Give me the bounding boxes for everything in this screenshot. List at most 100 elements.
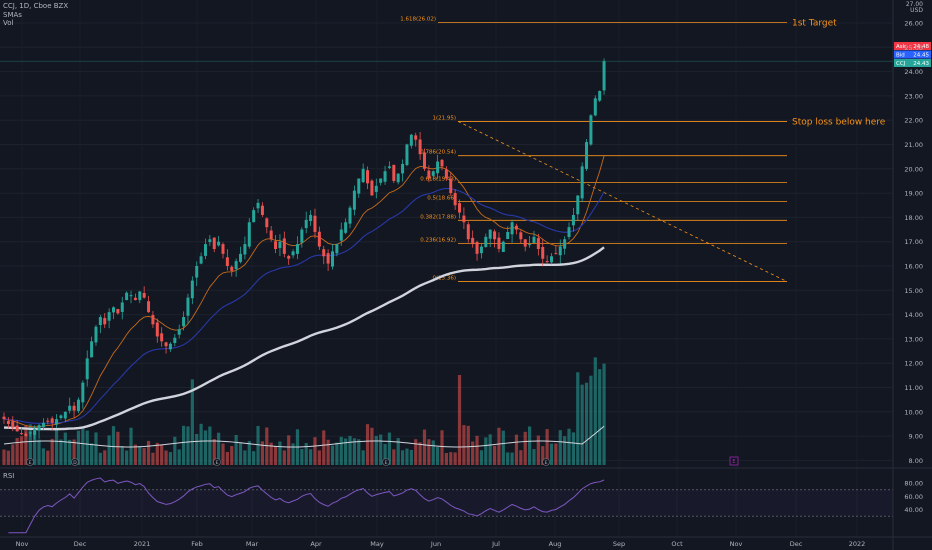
candle-body bbox=[282, 238, 286, 254]
y-tick-label: 26.00 bbox=[904, 20, 923, 28]
price-badge-tag: CCJ bbox=[896, 61, 906, 67]
volume-bar bbox=[326, 439, 330, 465]
volume-bars bbox=[2, 357, 606, 465]
x-tick-label: Jun bbox=[430, 540, 441, 548]
event-marker[interactable] bbox=[213, 458, 221, 466]
candle-body bbox=[217, 241, 221, 246]
volume-bar bbox=[260, 441, 265, 465]
candle-body bbox=[309, 214, 313, 222]
candle-body bbox=[514, 225, 518, 230]
event-marker[interactable] bbox=[382, 458, 390, 466]
candle-body bbox=[234, 261, 238, 270]
volume-bar bbox=[357, 439, 361, 465]
volume-bar bbox=[370, 427, 374, 465]
volume-bar bbox=[63, 432, 67, 465]
candle-body bbox=[532, 236, 536, 243]
candle-body bbox=[68, 405, 72, 411]
vol-legend[interactable]: Vol bbox=[3, 19, 14, 27]
volume-bar bbox=[317, 450, 321, 465]
volume-bar bbox=[457, 375, 462, 465]
trendline bbox=[457, 121, 788, 282]
volume-bar bbox=[567, 428, 571, 465]
volume-bar bbox=[273, 446, 278, 465]
candle-body bbox=[501, 241, 505, 252]
volume-bar bbox=[374, 435, 378, 465]
candle-body bbox=[90, 341, 94, 358]
volume-bar bbox=[15, 438, 19, 465]
volume-bar bbox=[549, 443, 554, 465]
volume-bar bbox=[11, 444, 15, 465]
fib-label: 1.618(26.02) bbox=[400, 17, 436, 23]
volume-bar bbox=[466, 425, 470, 465]
candle-body bbox=[304, 219, 308, 229]
y-tick-label: 10.00 bbox=[904, 408, 923, 416]
candle-body bbox=[225, 257, 229, 266]
volume-bar bbox=[352, 438, 356, 465]
event-marker[interactable] bbox=[71, 458, 79, 466]
sma-legend[interactable]: SMAs bbox=[3, 10, 22, 19]
volume-bar bbox=[269, 442, 273, 465]
volume-bar bbox=[514, 434, 519, 465]
volume-bar bbox=[558, 430, 562, 465]
candle-body bbox=[125, 292, 129, 301]
candle-body bbox=[55, 419, 59, 425]
candle-body bbox=[203, 244, 207, 256]
volume-bar bbox=[436, 446, 440, 465]
candle-body bbox=[151, 315, 155, 325]
volume-bar bbox=[138, 446, 142, 465]
volume-bar bbox=[313, 437, 317, 465]
candle-body bbox=[344, 222, 348, 233]
candle-body bbox=[519, 232, 523, 240]
candle-body bbox=[107, 312, 111, 321]
volume-bar bbox=[431, 440, 435, 465]
volume-bar bbox=[479, 450, 484, 465]
volume-bar bbox=[471, 441, 475, 465]
volume-bar bbox=[243, 450, 247, 465]
volume-bar bbox=[339, 436, 343, 465]
future-event-marker[interactable] bbox=[729, 456, 739, 466]
y-tick-label: 19.00 bbox=[904, 190, 923, 198]
event-marker-label: E bbox=[216, 460, 219, 466]
candle-body bbox=[291, 251, 295, 256]
candle-body bbox=[317, 231, 321, 247]
rsi-legend[interactable]: RSI bbox=[3, 472, 15, 480]
volume-bar bbox=[234, 435, 238, 465]
symbol-line[interactable]: CCJ, 1D, Cboe BZX bbox=[3, 2, 69, 10]
y-tick-label: 8.00 bbox=[909, 457, 923, 465]
candle-body bbox=[269, 230, 273, 240]
volume-bar bbox=[68, 439, 72, 465]
volume-bar bbox=[510, 452, 514, 465]
event-marker[interactable] bbox=[542, 458, 550, 466]
candle-body bbox=[427, 170, 431, 179]
x-tick-label: 2021 bbox=[134, 540, 151, 548]
candle-body bbox=[313, 215, 317, 232]
volume-bar bbox=[142, 448, 146, 465]
candle-body bbox=[585, 142, 589, 169]
x-tick-label: Oct bbox=[671, 540, 683, 548]
fib-label: 0.382(17.88) bbox=[420, 214, 456, 220]
volume-bar bbox=[90, 443, 94, 465]
rsi-tick-label: 40.00 bbox=[904, 506, 923, 514]
volume-bar bbox=[475, 435, 479, 465]
y-tick-label: 9.00 bbox=[909, 433, 923, 441]
y-tick-label: 22.00 bbox=[904, 117, 923, 125]
x-tick-label: 2022 bbox=[849, 540, 866, 548]
candle-body bbox=[116, 309, 120, 314]
volume-bar bbox=[506, 452, 510, 465]
volume-bar bbox=[365, 424, 370, 465]
event-marker[interactable] bbox=[26, 458, 34, 466]
volume-bar bbox=[203, 430, 208, 465]
y-tick-label: 13.00 bbox=[904, 335, 923, 343]
candle-body bbox=[580, 166, 584, 199]
candle-body bbox=[287, 255, 291, 259]
candle-body bbox=[563, 239, 567, 249]
y-tick-label: 20.00 bbox=[904, 165, 923, 173]
volume-bar bbox=[418, 442, 422, 465]
candle-body bbox=[221, 244, 225, 254]
candle-body bbox=[173, 337, 177, 344]
volume-bar bbox=[2, 449, 6, 465]
volume-bar bbox=[536, 435, 540, 465]
